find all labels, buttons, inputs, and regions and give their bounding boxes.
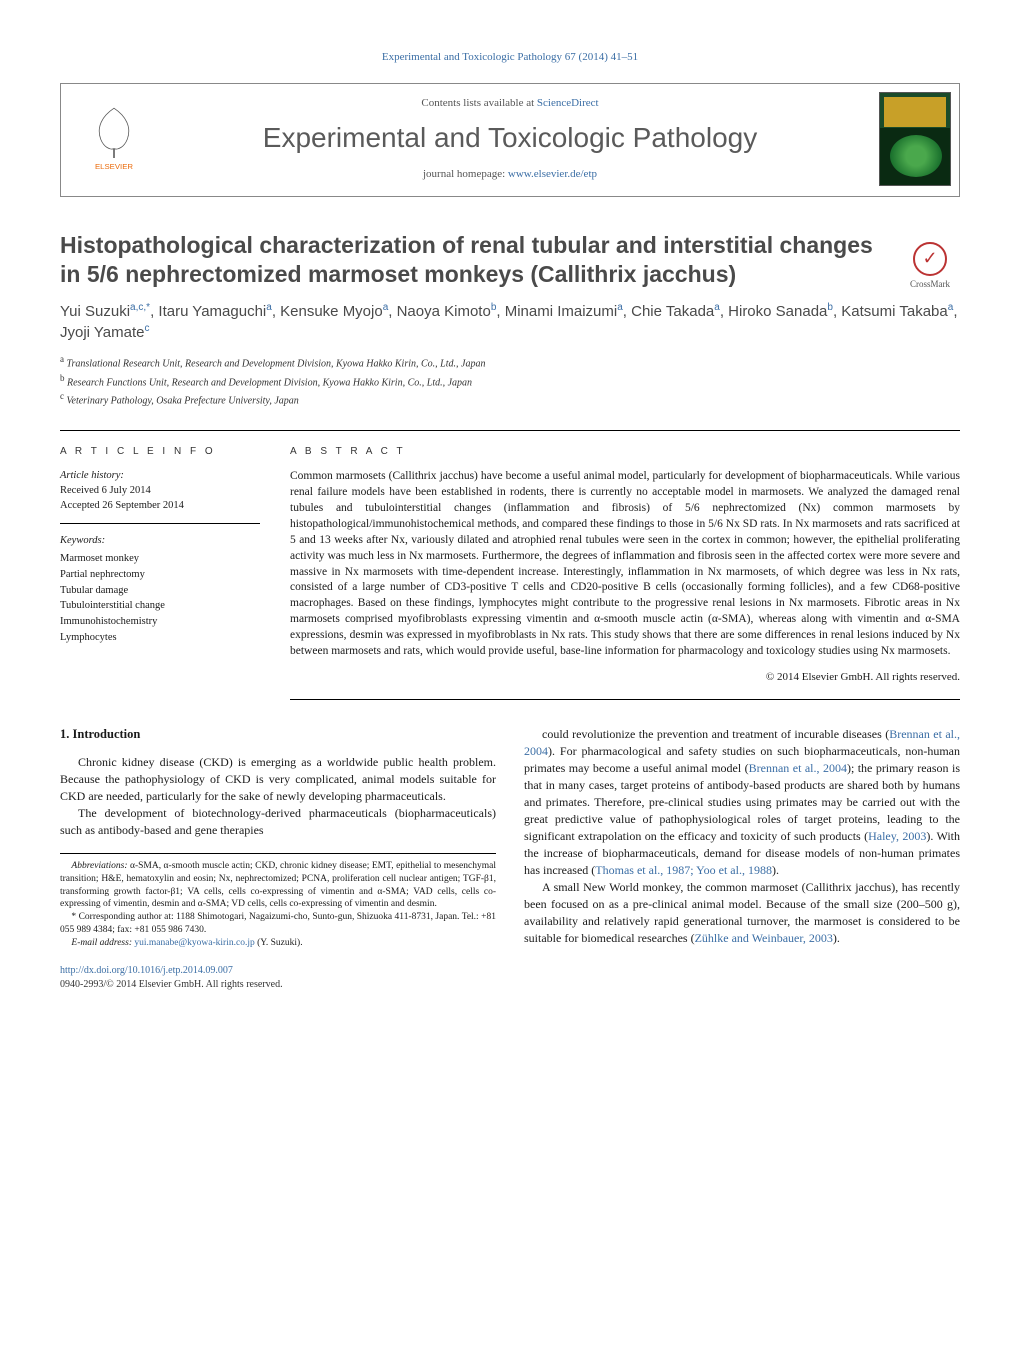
keywords-block: Keywords: Marmoset monkeyPartial nephrec… (60, 534, 260, 645)
contents-available-line: Contents lists available at ScienceDirec… (171, 96, 849, 111)
email-label: E-mail address: (71, 938, 134, 948)
svg-text:ELSEVIER: ELSEVIER (95, 162, 133, 171)
affiliations: a Translational Research Unit, Research … (60, 353, 960, 408)
abstract-column: a b s t r a c t Common marmosets (Callit… (290, 431, 960, 700)
article-body: 1. Introduction Chronic kidney disease (… (60, 726, 960, 992)
elsevier-logo: ELSEVIER (69, 92, 159, 182)
crossmark-label: CrossMark (910, 279, 950, 289)
keyword-item: Tubulointerstitial change (60, 598, 260, 614)
doi-link[interactable]: http://dx.doi.org/10.1016/j.etp.2014.09.… (60, 965, 233, 976)
section-heading-introduction: 1. Introduction (60, 726, 496, 744)
article-info-sidebar: a r t i c l e i n f o Article history: R… (60, 431, 260, 700)
article-history: Article history: Received 6 July 2014 Ac… (60, 469, 260, 524)
issn-copyright: 0940-2993/© 2014 Elsevier GmbH. All righ… (60, 979, 283, 990)
journal-homepage-line: journal homepage: www.elsevier.de/etp (171, 167, 849, 182)
citation-link[interactable]: Zühlke and Weinbauer, 2003 (695, 931, 833, 945)
sciencedirect-link[interactable]: ScienceDirect (537, 97, 599, 109)
keyword-item: Marmoset monkey (60, 551, 260, 567)
history-label: Article history: (60, 470, 124, 481)
abbrev-label: Abbreviations: (71, 861, 127, 871)
crossmark-icon: ✓ (913, 242, 947, 276)
author-list: Yui Suzukia,c,*, Itaru Yamaguchia, Kensu… (60, 301, 960, 344)
intro-paragraph-2a: The development of biotechnology-derived… (60, 805, 496, 839)
email-suffix: (Y. Suzuki). (255, 938, 303, 948)
keyword-item: Tubular damage (60, 583, 260, 599)
corresponding-email-link[interactable]: yui.manabe@kyowa-kirin.co.jp (134, 938, 254, 948)
journal-cover-thumbnail (879, 92, 951, 186)
article-info-heading: a r t i c l e i n f o (60, 445, 260, 459)
citation-link[interactable]: Haley, 2003 (868, 829, 926, 843)
footnotes-block: Abbreviations: α-SMA, α-smooth muscle ac… (60, 853, 496, 950)
affiliation-line: a Translational Research Unit, Research … (60, 353, 960, 371)
journal-name: Experimental and Toxicologic Pathology (171, 118, 849, 157)
intro-paragraph-2b: could revolutionize the prevention and t… (524, 726, 960, 879)
keyword-item: Lymphocytes (60, 630, 260, 646)
doi-block: http://dx.doi.org/10.1016/j.etp.2014.09.… (60, 964, 496, 992)
keyword-item: Partial nephrectomy (60, 567, 260, 583)
journal-homepage-link[interactable]: www.elsevier.de/etp (508, 168, 597, 180)
history-received: Received 6 July 2014 (60, 485, 151, 496)
abbreviations-footnote: Abbreviations: α-SMA, α-smooth muscle ac… (60, 860, 496, 911)
corr-label: * Corresponding author at: (71, 912, 173, 922)
citation-link[interactable]: Brennan et al., 2004 (749, 761, 847, 775)
keywords-label: Keywords: (60, 534, 260, 549)
abstract-heading: a b s t r a c t (290, 445, 960, 459)
email-footnote: E-mail address: yui.manabe@kyowa-kirin.c… (60, 937, 496, 950)
intro-paragraph-1: Chronic kidney disease (CKD) is emerging… (60, 754, 496, 805)
running-head: Experimental and Toxicologic Pathology 6… (60, 50, 960, 65)
homepage-pre-text: journal homepage: (423, 168, 508, 180)
citation-link[interactable]: Thomas et al., 1987; Yoo et al., 1988 (595, 863, 772, 877)
intro-paragraph-3: A small New World monkey, the common mar… (524, 879, 960, 947)
keyword-item: Immunohistochemistry (60, 614, 260, 630)
journal-header: ELSEVIER Contents lists available at Sci… (60, 83, 960, 197)
article-title: Histopathological characterization of re… (60, 231, 960, 289)
history-accepted: Accepted 26 September 2014 (60, 500, 184, 511)
corresponding-author-footnote: * Corresponding author at: 1188 Shimotog… (60, 911, 496, 937)
crossmark-badge[interactable]: ✓ CrossMark (900, 242, 960, 291)
abstract-text: Common marmosets (Callithrix jacchus) ha… (290, 469, 960, 659)
abstract-copyright: © 2014 Elsevier GmbH. All rights reserve… (290, 670, 960, 685)
affiliation-line: b Research Functions Unit, Research and … (60, 372, 960, 390)
contents-pre-text: Contents lists available at (421, 97, 536, 109)
affiliation-line: c Veterinary Pathology, Osaka Prefecture… (60, 390, 960, 408)
